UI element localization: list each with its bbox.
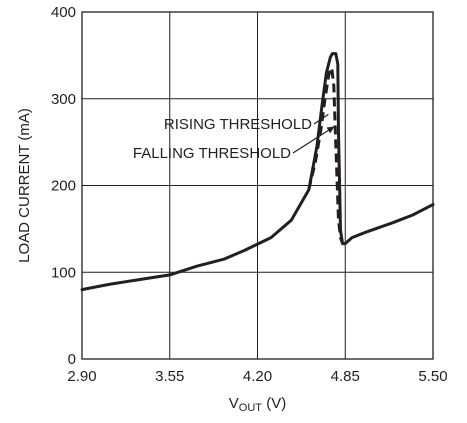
rising-threshold-annotation: RISING THRESHOLD	[164, 116, 312, 133]
x-tick-label: 3.55	[155, 368, 184, 385]
x-tick-label: 2.90	[67, 368, 96, 385]
x-tick-label: 4.20	[243, 368, 272, 385]
falling-threshold-arrowhead	[326, 126, 335, 134]
series-lines	[80, 52, 435, 292]
x-tick-label: 4.85	[331, 368, 360, 385]
y-tick-label: 200	[51, 178, 76, 195]
x-axis-label-main: V	[229, 395, 239, 412]
grid-lines	[82, 12, 433, 359]
y-tick-label: 100	[51, 264, 76, 281]
x-axis-label-unit: (V)	[262, 395, 286, 412]
falling-threshold-leader	[292, 126, 335, 154]
annotations: RISING THRESHOLD FALLING THRESHOLD	[133, 113, 335, 162]
x-tick-label: 5.50	[418, 368, 447, 385]
x-axis-label-subscript: OUT	[239, 402, 263, 414]
y-tick-label: 300	[51, 91, 76, 108]
y-tick-label: 0	[68, 351, 76, 368]
tick-labels: 2.90 3.55 4.20 4.85 5.50 0 100 200 300 400	[51, 4, 448, 385]
rising-threshold-line	[80, 52, 435, 292]
falling-threshold-annotation: FALLING THRESHOLD	[133, 145, 291, 162]
rising-threshold-leader	[313, 113, 329, 125]
falling-threshold-line	[307, 66, 345, 245]
x-axis-label: VOUT (V)	[229, 395, 286, 414]
plot-frame	[81, 11, 434, 360]
y-axis-label: LOAD CURRENT (mA)	[16, 108, 33, 263]
y-tick-label: 400	[51, 4, 76, 21]
